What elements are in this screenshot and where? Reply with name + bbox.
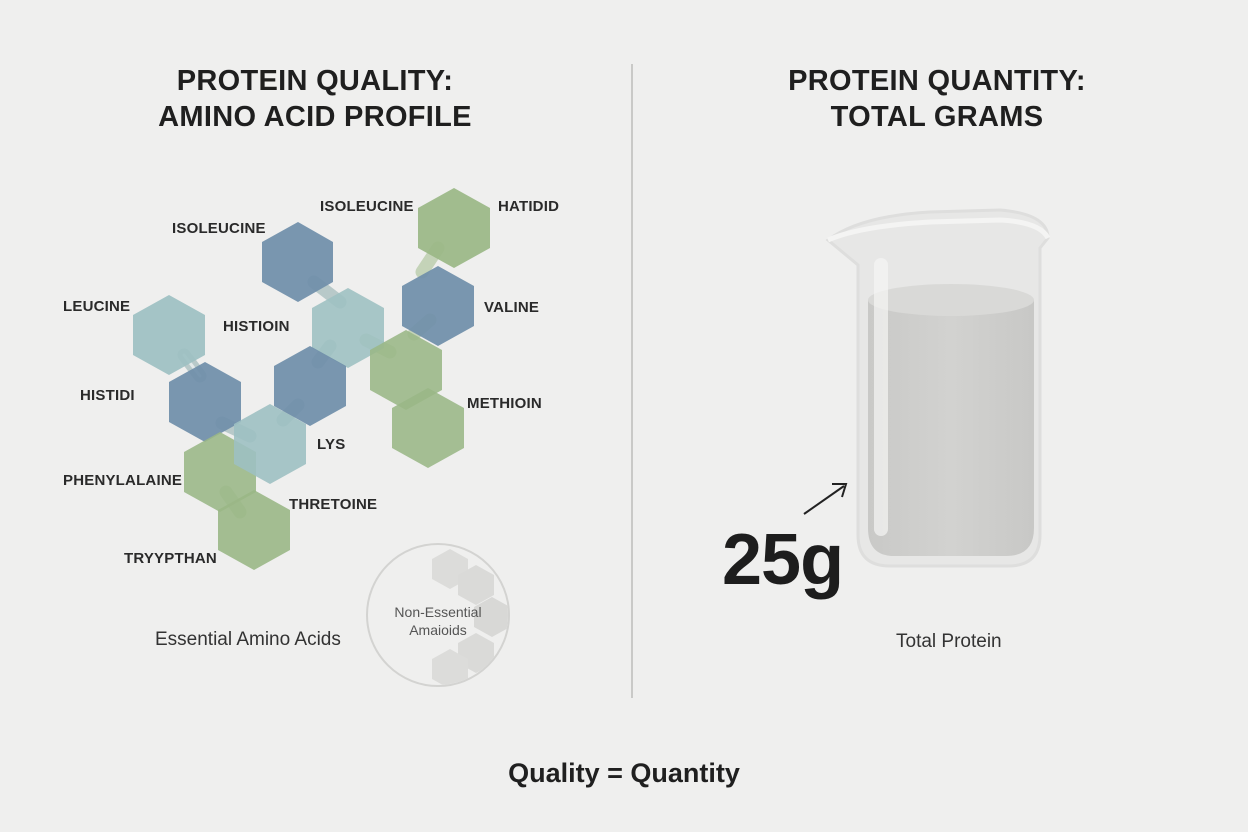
amino-acid-label: VALINE (484, 299, 540, 316)
amino-acid-label: TRYYPTHAN (124, 550, 217, 567)
hex-lys (234, 404, 306, 484)
liquid-surface (868, 284, 1034, 316)
quantity-title: PROTEIN QUANTITY: TOTAL GRAMS (717, 63, 1157, 135)
arrow-line (803, 485, 845, 515)
hex-center (274, 346, 346, 426)
quantity-title-line2: TOTAL GRAMS (830, 101, 1044, 133)
amino-acid-label: HATIDID (498, 198, 560, 215)
arrow-head (832, 483, 848, 498)
non-essential-label-line2: Amaioids (409, 622, 467, 638)
hex-valine (402, 266, 474, 346)
non-essential-circle: Non-Essential Amaioids (366, 543, 510, 687)
amino-acid-label: METHIOIN (467, 395, 542, 412)
quality-quantity-equation: Quality = Quantity (508, 758, 740, 788)
quality-title-line1: PROTEIN QUALITY: (176, 65, 454, 97)
essential-amino-acid-hexagons (133, 188, 490, 570)
amino-acid-label: PHENYLALAINE (63, 472, 183, 489)
hex-hatidid (418, 188, 490, 268)
panel-divider (631, 64, 633, 698)
amino-acid-label: HISTIDI (80, 387, 135, 404)
total-protein-caption: Total Protein (896, 631, 1002, 652)
essential-amino-acids-caption: Essential Amino Acids (155, 629, 341, 650)
amino-acid-chain-diagram (133, 188, 490, 570)
non-essential-label-line1: Non-Essential (394, 604, 482, 620)
quality-title-line2: AMINO ACID PROFILE (158, 101, 472, 133)
hex-methioin (392, 388, 464, 468)
quantity-title-line1: PROTEIN QUANTITY: (788, 65, 1086, 97)
amino-acid-label: ISOLEUCINE (320, 198, 414, 215)
protein-liquid (868, 289, 1034, 556)
hex-isoleucine (262, 222, 333, 302)
amino-acid-label: LYS (317, 436, 346, 453)
beaker-rim (826, 217, 1051, 243)
hex-methioin-upper (370, 330, 442, 410)
amino-acid-label: THRETOINE (289, 496, 378, 513)
non-essential-label: Non-Essential Amaioids (368, 603, 508, 639)
quality-title: PROTEIN QUALITY: AMINO ACID PROFILE (95, 63, 535, 135)
faded-hexagon (458, 565, 494, 605)
protein-grams-value: 25g (722, 520, 844, 600)
hex-leucine (133, 295, 205, 375)
faded-hexagon (432, 649, 468, 685)
amino-acid-label: HISTIOIN (223, 318, 290, 335)
hex-tryptophan (218, 490, 290, 570)
hex-histidi (169, 362, 241, 442)
amino-acid-label: LEUCINE (63, 298, 131, 315)
non-essential-hexagons (432, 549, 508, 685)
faded-hexagon (474, 597, 508, 637)
beaker-highlight (874, 258, 888, 536)
amino-acid-label: ISOLEUCINE (172, 220, 266, 237)
hex-histioin (312, 288, 384, 368)
